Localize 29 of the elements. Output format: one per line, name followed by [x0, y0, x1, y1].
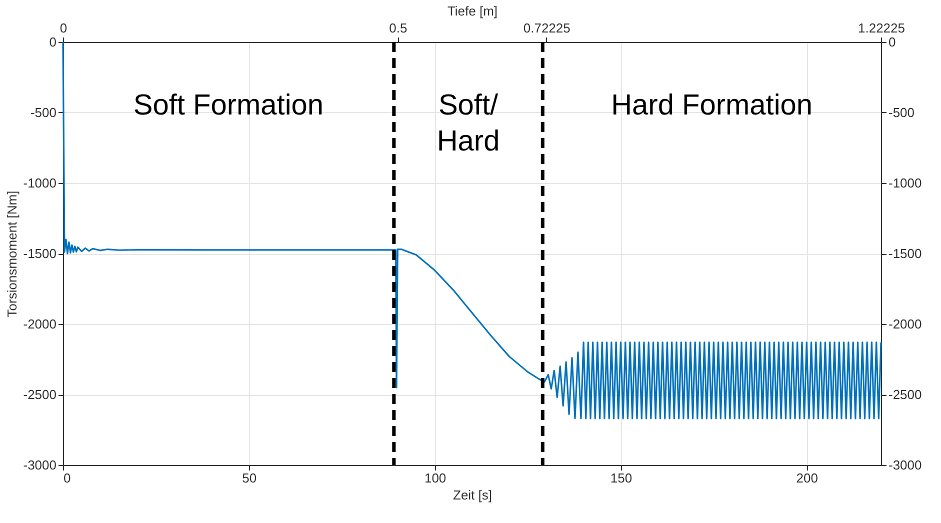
x-tick-label: 50 — [242, 470, 257, 486]
x-tick-label: 0 — [64, 470, 71, 486]
y2-tick-label: -2500 — [888, 387, 922, 402]
y2-tick-label: 0 — [888, 34, 896, 50]
annotation: Soft Formation — [133, 89, 324, 122]
y-tick-label: -2500 — [23, 387, 56, 402]
x-axis-title: Zeit [s] — [452, 488, 492, 502]
x2-tick-label: 0.72225 — [523, 20, 570, 36]
y2-tick-label: -3000 — [888, 458, 922, 472]
y-tick-label: -1000 — [23, 176, 56, 190]
x-tick-label: 200 — [796, 470, 818, 486]
annotation: Soft/ Hard — [436, 89, 500, 158]
x2-tick-label: 1.22225 — [858, 20, 905, 36]
y-tick-label: -1500 — [23, 246, 56, 261]
annotation: Hard Formation — [611, 89, 813, 122]
y-axis-title: Torsionsmoment [Nm] — [4, 190, 20, 318]
x2-tick-label: 0.5 — [389, 20, 408, 36]
y2-tick-label: -500 — [888, 105, 915, 120]
x2-axis-title: Tiefe [m] — [447, 4, 498, 18]
y2-tick-label: -1000 — [888, 176, 922, 190]
y2-tick-label: -1500 — [888, 246, 922, 261]
x-tick-label: 100 — [424, 470, 446, 486]
y-tick-label: -3000 — [23, 458, 56, 472]
y-tick-label: 0 — [49, 34, 56, 50]
x2-tick-label: 0 — [60, 20, 68, 36]
y2-tick-label: -2000 — [888, 316, 922, 332]
y-tick-label: -500 — [30, 105, 56, 120]
x-tick-label: 150 — [610, 470, 632, 486]
y-tick-label: -2000 — [23, 316, 56, 332]
